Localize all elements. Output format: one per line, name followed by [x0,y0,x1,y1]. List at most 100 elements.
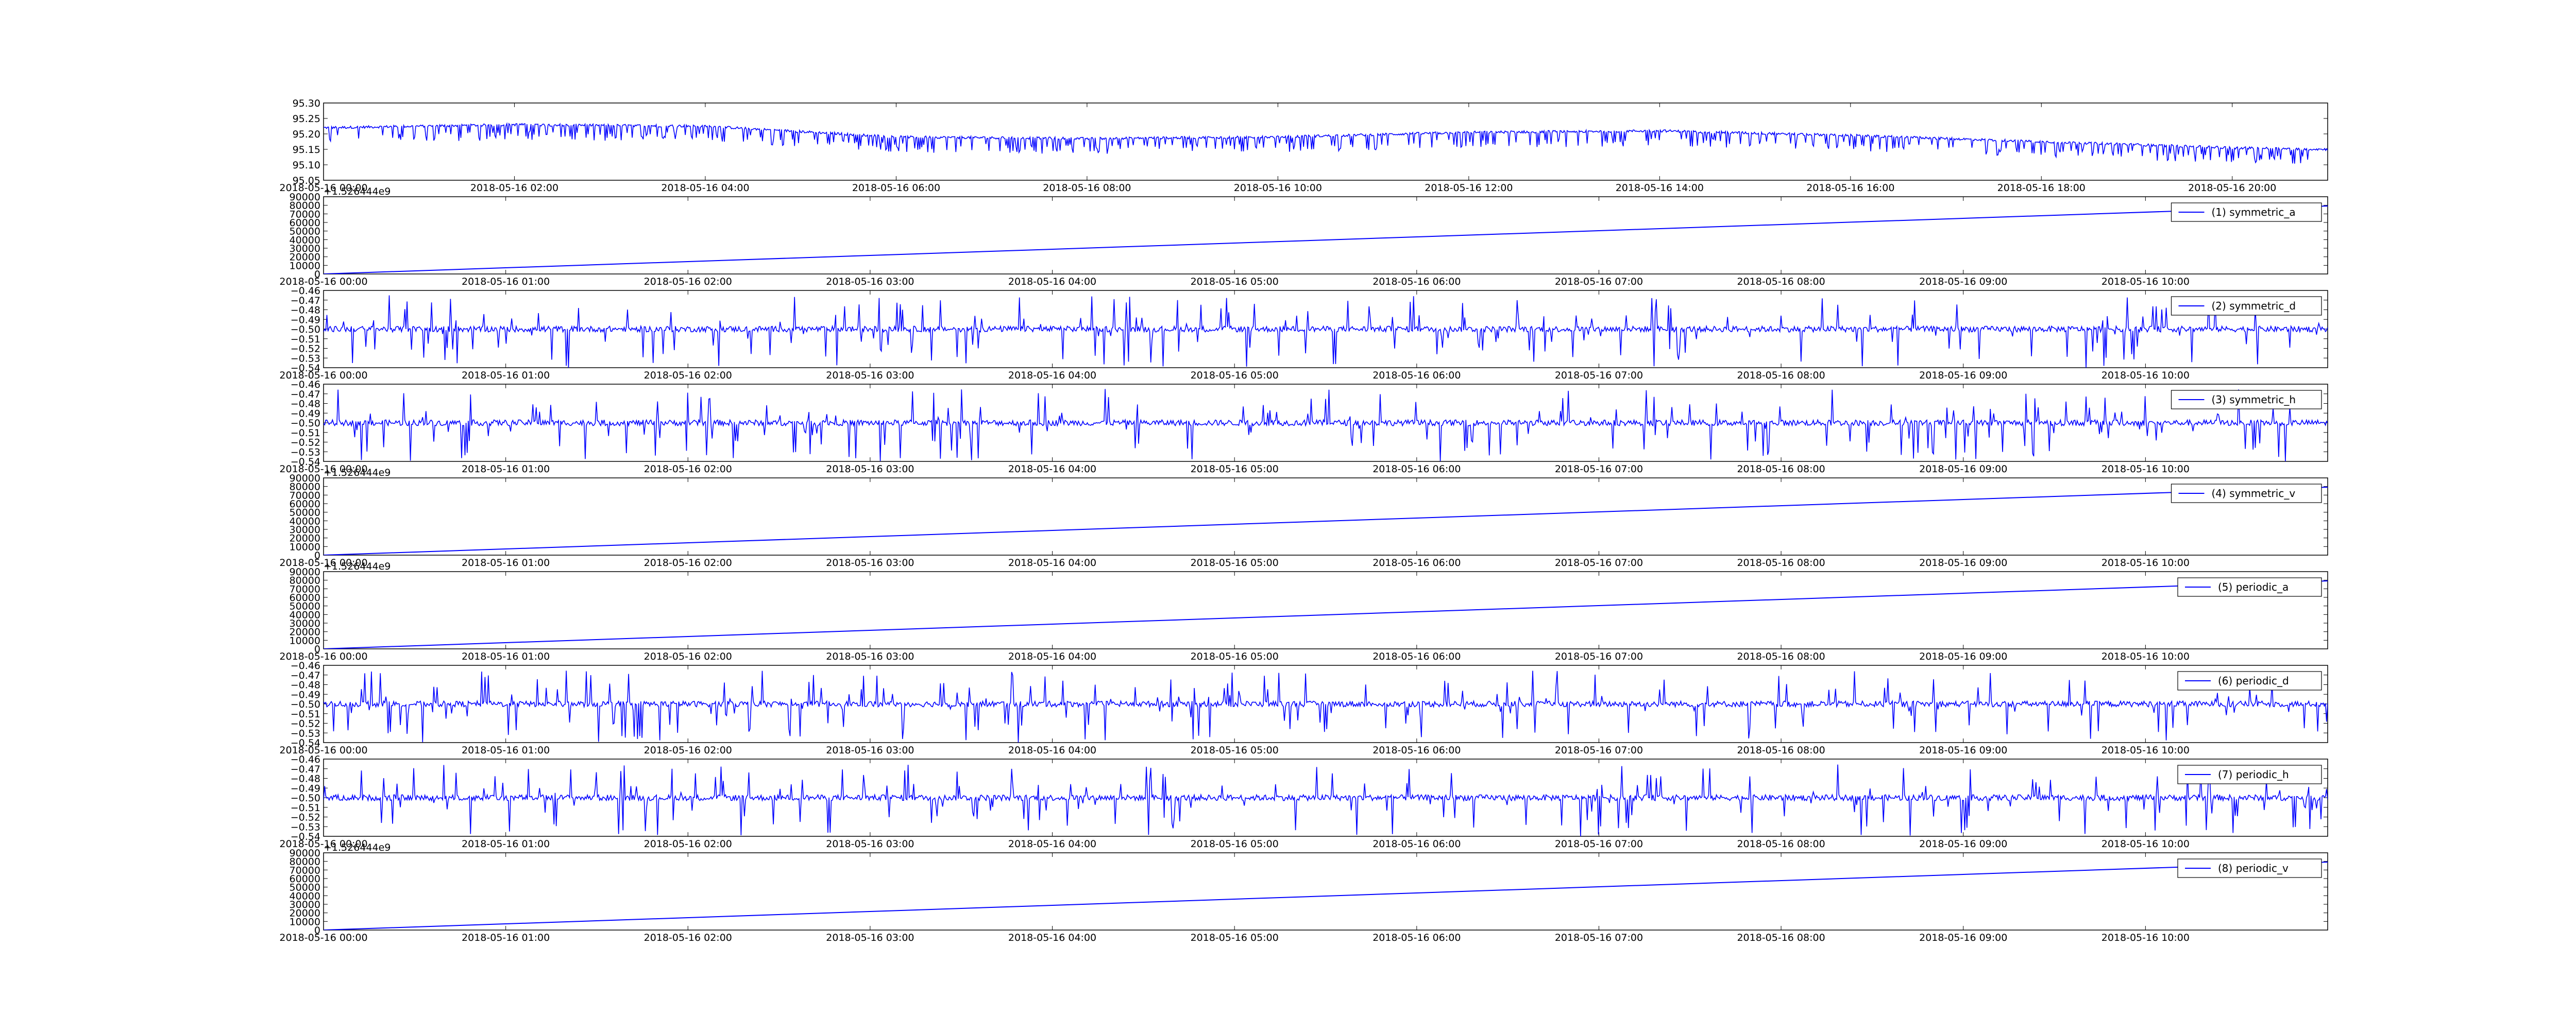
y-tick-label: −0.46 [291,754,320,765]
y-tick-label: −0.51 [291,802,320,814]
legend: (5) periodic_a [2177,577,2322,597]
x-tick-label: 2018-05-16 01:00 [462,651,550,662]
axes-frame [323,102,2328,181]
x-tick-label: 2018-05-16 00:00 [279,276,367,287]
series-line [324,205,2328,274]
panel-3: −0.54−0.53−0.52−0.51−0.50−0.49−0.48−0.47… [279,379,2328,475]
y-tick-label: −0.51 [291,427,320,439]
x-tick-label: 2018-05-16 06:00 [852,182,940,194]
panel-4: 0100002000030000400005000060000700008000… [279,467,2328,569]
x-tick-label: 2018-05-16 07:00 [1555,370,1643,381]
x-tick-label: 2018-05-16 09:00 [1919,838,2007,850]
y-tick-label: 50000 [290,882,320,893]
y-tick-label: 30000 [290,243,320,254]
series-line [324,580,2328,649]
axis-offset-label: +1.526444e9 [324,561,391,572]
legend: (6) periodic_d [2177,671,2322,691]
panel-6: −0.54−0.53−0.52−0.51−0.50−0.49−0.48−0.47… [279,660,2328,756]
y-tick-label: −0.52 [291,718,320,730]
x-tick-label: 2018-05-16 02:00 [644,745,732,756]
x-tick-label: 2018-05-16 00:00 [279,182,367,194]
x-tick-label: 2018-05-16 05:00 [1191,463,1279,475]
y-tick-label: 40000 [290,890,320,902]
series-line [324,389,2328,461]
y-tick-label: 70000 [290,490,320,501]
y-tick-label: 80000 [290,575,320,587]
y-tick-label: 40000 [290,515,320,527]
y-tick-label: 10000 [290,916,320,927]
series-line [324,295,2328,368]
x-tick-label: 2018-05-16 09:00 [1919,557,2007,569]
x-tick-label: 2018-05-16 08:00 [1737,557,1825,569]
x-tick-label: 2018-05-16 02:00 [644,463,732,475]
x-tick-label: 2018-05-16 06:00 [1372,370,1461,381]
x-tick-label: 2018-05-16 04:00 [1008,651,1096,662]
x-tick-label: 2018-05-16 05:00 [1191,276,1279,287]
panel-8: 0100002000030000400005000060000700008000… [279,842,2328,943]
y-tick-label: 90000 [290,566,320,578]
x-tick-label: 2018-05-16 10:00 [2102,463,2190,475]
y-tick-label: 20000 [290,627,320,638]
x-tick-label: 2018-05-16 03:00 [826,463,914,475]
x-tick-label: 2018-05-16 08:00 [1737,838,1825,850]
x-tick-label: 2018-05-16 06:00 [1372,838,1461,850]
y-tick-label: −0.51 [291,709,320,720]
x-tick-label: 2018-05-16 02:00 [470,182,558,194]
y-tick-label: −0.50 [291,324,320,335]
y-tick-label: −0.48 [291,680,320,691]
legend-label: (7) periodic_h [2218,768,2289,781]
legend: (1) symmetric_a [2171,202,2322,222]
x-tick-label: 2018-05-16 05:00 [1191,651,1279,662]
legend-label: (4) symmetric_v [2212,487,2296,500]
x-tick-label: 2018-05-16 03:00 [826,838,914,850]
y-tick-label: 30000 [290,524,320,536]
x-tick-label: 2018-05-16 00:00 [279,370,367,381]
x-tick-label: 2018-05-16 10:00 [2102,370,2190,381]
x-tick-label: 2018-05-16 06:00 [1372,557,1461,569]
x-tick-label: 2018-05-16 06:00 [1372,651,1461,662]
y-tick-label: 30000 [290,899,320,910]
x-tick-label: 2018-05-16 07:00 [1555,745,1643,756]
y-tick-label: 60000 [290,498,320,510]
series-line [324,122,2328,164]
x-tick-label: 2018-05-16 07:00 [1555,463,1643,475]
y-tick-label: 80000 [290,856,320,868]
x-tick-label: 2018-05-16 09:00 [1919,651,2007,662]
x-tick-label: 2018-05-16 08:00 [1737,932,1825,943]
axes-frame [323,196,2328,274]
x-tick-label: 2018-05-16 03:00 [826,932,914,943]
x-tick-label: 2018-05-16 10:00 [2102,745,2190,756]
y-tick-label: −0.52 [291,343,320,355]
panel-0: 95.05 95.10 95.15 95.20 95.25 95.30 2018-05-16… [279,98,2328,194]
y-tick-label: −0.47 [291,670,320,681]
x-tick-label: 2018-05-16 04:00 [1008,838,1096,850]
y-tick-label: −0.49 [291,314,320,325]
series-line [324,487,2328,555]
x-tick-label: 2018-05-16 05:00 [1191,557,1279,569]
y-tick-label: 60000 [290,592,320,604]
series-line [324,862,2328,930]
axes-frame [323,571,2328,649]
x-tick-label: 2018-05-16 12:00 [1425,182,1513,194]
legend-label: (5) periodic_a [2218,581,2289,593]
y-tick-label: 95.05 [293,175,320,186]
y-tick-label: 60000 [290,873,320,885]
y-tick-label: 50000 [290,601,320,612]
x-tick-label: 2018-05-16 09:00 [1919,370,2007,381]
x-tick-label: 2018-05-16 04:00 [1008,370,1096,381]
y-tick-label: 40000 [290,609,320,621]
x-tick-label: 2018-05-16 05:00 [1191,838,1279,850]
x-tick-label: 2018-05-16 04:00 [1008,932,1096,943]
y-tick-label: 90000 [290,192,320,203]
x-tick-label: 2018-05-16 02:00 [644,651,732,662]
x-tick-label: 2018-05-16 08:00 [1737,276,1825,287]
y-tick-label: −0.49 [291,783,320,794]
x-tick-label: 2018-05-16 05:00 [1191,370,1279,381]
x-tick-label: 2018-05-16 00:00 [279,838,367,850]
y-tick-label: 95.10 [293,160,320,171]
x-tick-label: 2018-05-16 07:00 [1555,557,1643,569]
x-tick-label: 2018-05-16 08:00 [1737,745,1825,756]
x-tick-label: 2018-05-16 03:00 [826,651,914,662]
y-tick-label: −0.46 [291,379,320,390]
